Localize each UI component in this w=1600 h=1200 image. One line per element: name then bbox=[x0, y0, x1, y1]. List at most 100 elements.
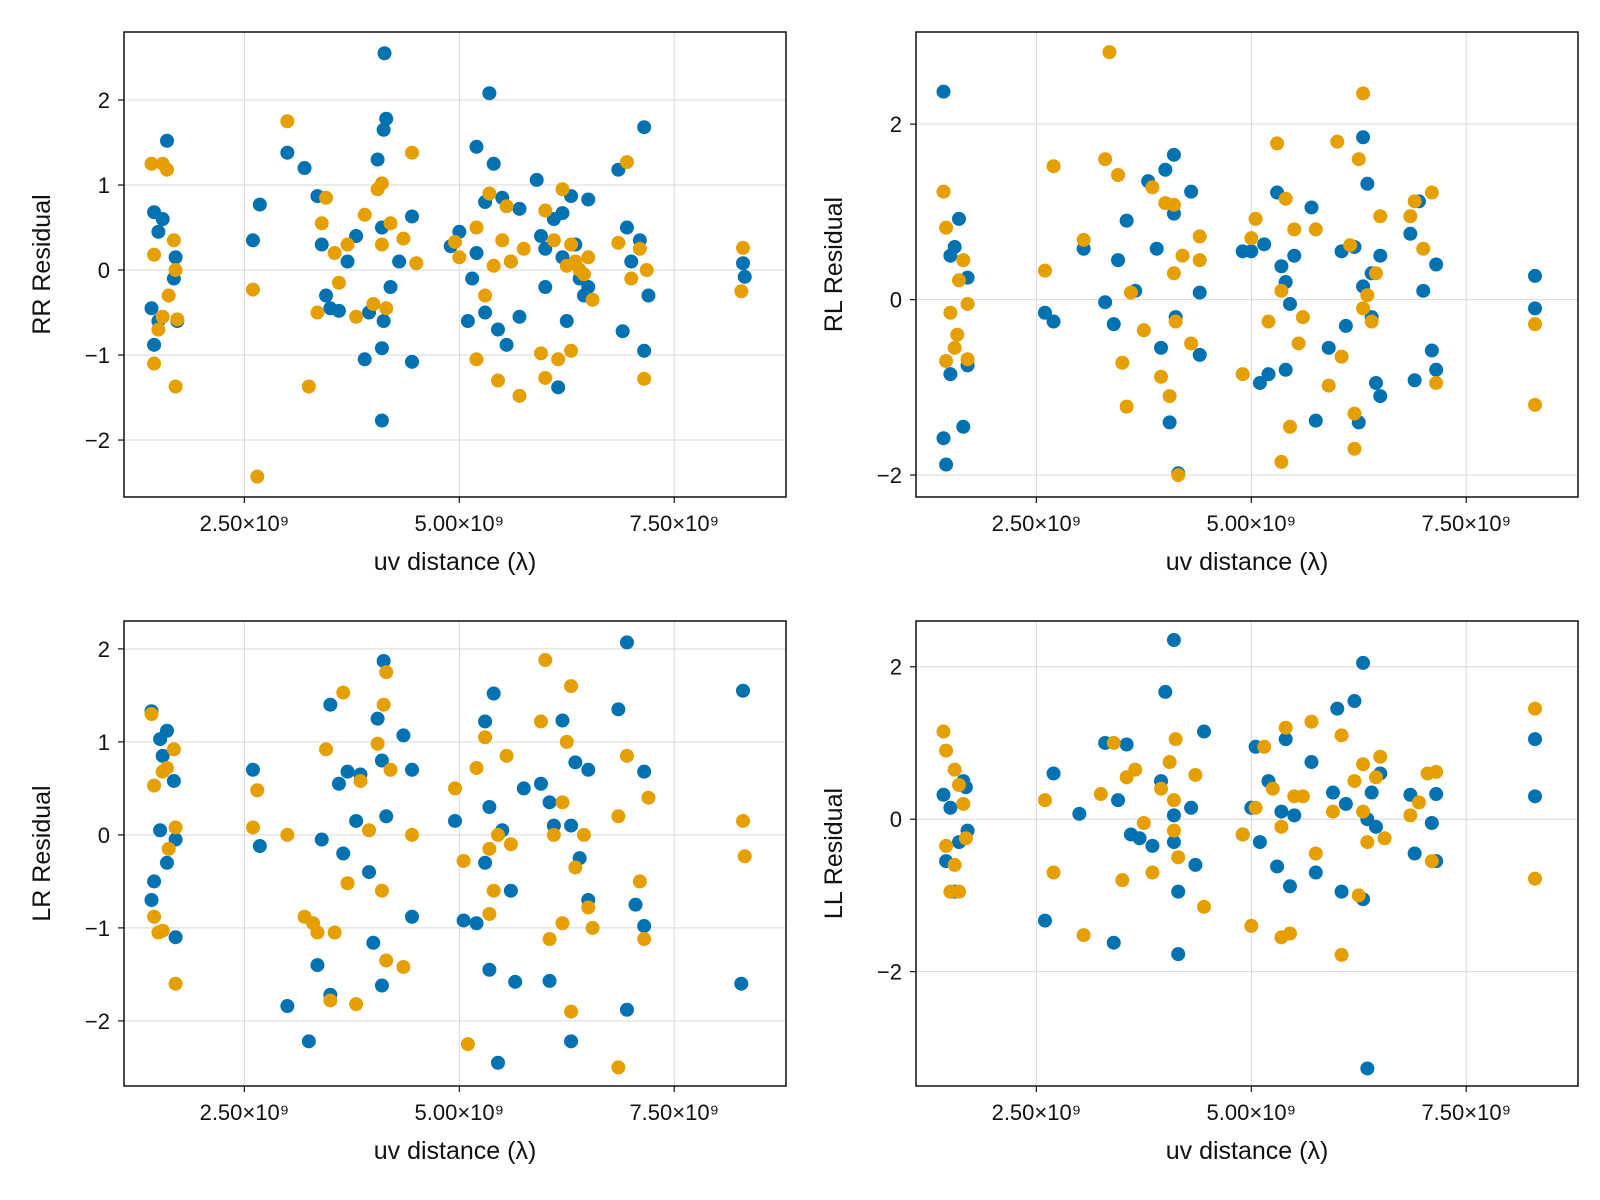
data-point-series-1 bbox=[1308, 865, 1323, 880]
data-point-series-1 bbox=[939, 457, 954, 472]
data-point-series-2 bbox=[641, 790, 656, 805]
data-point-series-2 bbox=[1115, 873, 1130, 888]
data-point-series-1 bbox=[1106, 935, 1121, 950]
data-point-series-1 bbox=[1424, 343, 1439, 358]
data-point-series-2 bbox=[1334, 947, 1349, 962]
data-point-series-2 bbox=[559, 734, 574, 749]
data-point-series-2 bbox=[349, 997, 364, 1012]
data-point-series-1 bbox=[542, 795, 557, 810]
data-point-series-2 bbox=[1308, 222, 1323, 237]
data-point-series-2 bbox=[168, 820, 183, 835]
data-point-series-1 bbox=[1528, 732, 1543, 747]
data-point-series-2 bbox=[1287, 222, 1302, 237]
data-point-series-1 bbox=[1360, 1061, 1375, 1076]
data-point-series-2 bbox=[486, 258, 501, 273]
data-point-series-2 bbox=[396, 959, 411, 974]
data-point-series-2 bbox=[1192, 229, 1207, 244]
data-point-series-1 bbox=[1373, 389, 1388, 404]
data-point-series-2 bbox=[737, 849, 752, 864]
data-point-series-2 bbox=[1145, 180, 1160, 195]
data-point-series-2 bbox=[951, 273, 966, 288]
data-point-series-2 bbox=[379, 953, 394, 968]
data-point-series-2 bbox=[1282, 926, 1297, 941]
data-point-series-2 bbox=[490, 827, 505, 842]
data-point-series-1 bbox=[581, 192, 596, 207]
data-point-series-2 bbox=[1106, 735, 1121, 750]
data-point-series-1 bbox=[1282, 879, 1297, 894]
data-point-series-2 bbox=[1111, 168, 1126, 183]
data-point-series-1 bbox=[581, 280, 596, 295]
data-point-series-2 bbox=[1429, 375, 1444, 390]
data-point-series-2 bbox=[1360, 288, 1375, 303]
data-point-series-2 bbox=[357, 207, 372, 222]
data-point-series-2 bbox=[1037, 263, 1052, 278]
data-point-series-2 bbox=[1248, 211, 1263, 226]
data-point-series-1 bbox=[151, 224, 166, 239]
data-point-series-1 bbox=[637, 343, 652, 358]
y-tick-label: 2 bbox=[98, 88, 110, 113]
data-point-series-1 bbox=[366, 935, 381, 950]
data-point-series-1 bbox=[1192, 285, 1207, 300]
data-point-series-2 bbox=[1377, 831, 1392, 846]
data-point-series-1 bbox=[1184, 184, 1199, 199]
data-point-series-1 bbox=[641, 288, 656, 303]
data-point-series-1 bbox=[619, 220, 634, 235]
data-point-series-2 bbox=[456, 853, 471, 868]
data-point-series-2 bbox=[151, 925, 166, 940]
data-point-series-1 bbox=[1098, 295, 1113, 310]
data-point-series-2 bbox=[166, 742, 181, 757]
data-point-series-1 bbox=[1158, 162, 1173, 177]
data-point-series-1 bbox=[486, 156, 501, 171]
data-point-series-2 bbox=[469, 220, 484, 235]
data-point-series-2 bbox=[482, 906, 497, 921]
data-point-series-1 bbox=[947, 239, 962, 254]
data-point-series-1 bbox=[297, 161, 312, 176]
data-point-series-2 bbox=[546, 827, 561, 842]
data-point-series-2 bbox=[1429, 764, 1444, 779]
data-point-series-2 bbox=[1184, 336, 1199, 351]
data-point-series-1 bbox=[155, 212, 170, 227]
data-points bbox=[144, 635, 752, 1075]
data-point-series-1 bbox=[508, 974, 523, 989]
data-point-series-1 bbox=[1429, 362, 1444, 377]
data-point-series-1 bbox=[336, 846, 351, 861]
data-point-series-2 bbox=[147, 356, 162, 371]
y-tick-label: 2 bbox=[890, 112, 902, 137]
data-point-series-2 bbox=[1166, 793, 1181, 808]
data-point-series-2 bbox=[1274, 283, 1289, 298]
data-point-series-1 bbox=[936, 84, 951, 99]
data-point-series-2 bbox=[1424, 185, 1439, 200]
data-point-series-1 bbox=[396, 728, 411, 743]
data-point-series-1 bbox=[1330, 701, 1345, 716]
x-tick-label: 7.50×10⁹ bbox=[1421, 1100, 1511, 1125]
data-point-series-1 bbox=[280, 999, 295, 1014]
data-point-series-2 bbox=[362, 823, 377, 838]
data-point-series-2 bbox=[1076, 232, 1091, 247]
data-point-series-2 bbox=[1364, 314, 1379, 329]
data-point-series-2 bbox=[736, 813, 751, 828]
data-point-series-2 bbox=[1166, 823, 1181, 838]
data-point-series-2 bbox=[611, 809, 626, 824]
data-point-series-1 bbox=[392, 254, 407, 269]
data-point-series-1 bbox=[357, 352, 372, 367]
y-tick-label: 0 bbox=[890, 288, 902, 313]
data-point-series-1 bbox=[615, 324, 630, 339]
data-point-series-2 bbox=[340, 876, 355, 891]
data-point-series-1 bbox=[1407, 846, 1422, 861]
data-point-series-1 bbox=[1111, 793, 1126, 808]
data-point-series-1 bbox=[1252, 835, 1267, 850]
data-point-series-2 bbox=[1192, 253, 1207, 268]
data-point-series-2 bbox=[490, 373, 505, 388]
data-point-series-1 bbox=[538, 280, 553, 295]
data-point-series-2 bbox=[1282, 419, 1297, 434]
data-point-series-1 bbox=[469, 139, 484, 154]
data-point-series-2 bbox=[448, 234, 462, 249]
data-point-series-2 bbox=[639, 263, 654, 278]
x-tick-label: 5.00×10⁹ bbox=[415, 1100, 505, 1125]
data-point-series-2 bbox=[943, 305, 958, 320]
data-point-series-2 bbox=[245, 820, 260, 835]
data-point-series-1 bbox=[490, 322, 505, 337]
y-axis-title: LR Residual bbox=[28, 785, 56, 921]
data-point-series-2 bbox=[736, 240, 751, 255]
data-point-series-2 bbox=[1175, 248, 1190, 263]
